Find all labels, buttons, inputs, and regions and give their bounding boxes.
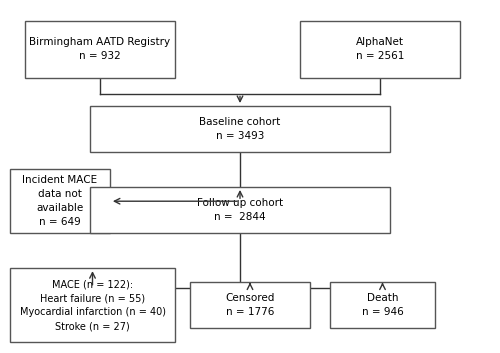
- Text: Death
n = 946: Death n = 946: [362, 293, 404, 317]
- FancyBboxPatch shape: [190, 282, 310, 328]
- Text: Baseline cohort
n = 3493: Baseline cohort n = 3493: [200, 117, 280, 141]
- FancyBboxPatch shape: [10, 169, 110, 233]
- Text: Birmingham AATD Registry
n = 932: Birmingham AATD Registry n = 932: [30, 37, 170, 61]
- Text: Incident MACE
data not
available
n = 649: Incident MACE data not available n = 649: [22, 175, 98, 227]
- FancyBboxPatch shape: [90, 187, 390, 233]
- Text: AlphaNet
n = 2561: AlphaNet n = 2561: [356, 37, 404, 61]
- Text: Follow up cohort
n =  2844: Follow up cohort n = 2844: [197, 198, 283, 222]
- Text: Censored
n = 1776: Censored n = 1776: [226, 293, 274, 317]
- Text: MACE (n = 122):
Heart failure (n = 55)
Myocardial infarction (n = 40)
Stroke (n : MACE (n = 122): Heart failure (n = 55) M…: [20, 279, 166, 331]
- FancyBboxPatch shape: [330, 282, 435, 328]
- FancyBboxPatch shape: [25, 21, 175, 78]
- FancyBboxPatch shape: [300, 21, 460, 78]
- FancyBboxPatch shape: [90, 106, 390, 152]
- FancyBboxPatch shape: [10, 268, 175, 342]
